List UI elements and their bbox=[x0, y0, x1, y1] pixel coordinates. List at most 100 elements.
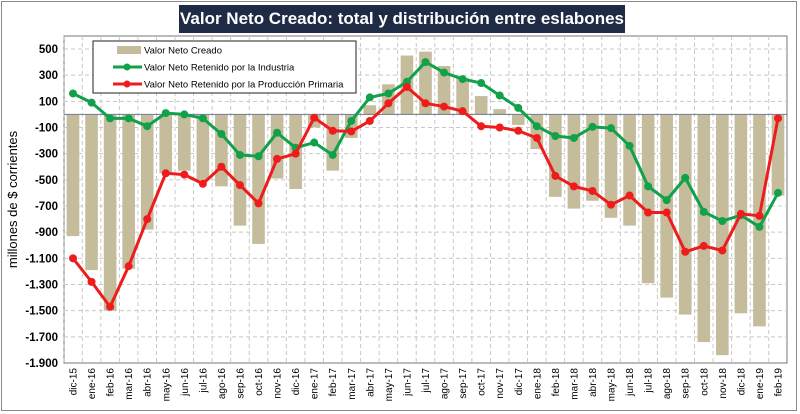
point-produccion-primaria bbox=[69, 254, 77, 263]
point-industria bbox=[254, 152, 263, 161]
point-industria bbox=[662, 196, 671, 205]
point-produccion-primaria bbox=[217, 162, 226, 171]
point-produccion-primaria bbox=[273, 154, 282, 163]
point-industria bbox=[384, 89, 393, 98]
point-industria bbox=[87, 98, 96, 107]
bar-valor-neto-creado bbox=[215, 114, 228, 187]
point-industria bbox=[569, 133, 578, 142]
point-industria bbox=[69, 89, 77, 98]
bar-valor-neto-creado bbox=[641, 114, 655, 284]
point-produccion-primaria bbox=[477, 122, 486, 131]
x-tick-label: jul-17 bbox=[421, 368, 432, 394]
y-axis-label: millones de $ corrientes bbox=[5, 130, 20, 268]
point-industria bbox=[755, 222, 764, 231]
point-produccion-primaria bbox=[180, 170, 189, 179]
y-tick-label: -100 bbox=[35, 123, 58, 135]
x-tick-label: oct-18 bbox=[699, 368, 710, 396]
y-tick-label: -1.100 bbox=[25, 253, 58, 265]
point-produccion-primaria bbox=[458, 107, 467, 116]
point-produccion-primaria bbox=[106, 302, 115, 311]
point-produccion-primaria bbox=[607, 200, 616, 209]
point-industria bbox=[440, 68, 449, 77]
point-industria bbox=[458, 75, 467, 84]
bar-valor-neto-creado bbox=[178, 114, 191, 171]
point-produccion-primaria bbox=[384, 99, 393, 108]
point-produccion-primaria bbox=[644, 208, 653, 217]
bar-valor-neto-creado bbox=[474, 96, 488, 115]
legend-swatch-marker bbox=[123, 63, 131, 71]
bar-valor-neto-creado bbox=[122, 114, 135, 269]
point-industria bbox=[607, 124, 616, 133]
point-industria bbox=[124, 114, 133, 123]
bar-valor-neto-creado bbox=[549, 114, 562, 197]
bar-valor-neto-creado bbox=[771, 114, 785, 196]
x-tick-label: jul-18 bbox=[644, 368, 655, 394]
point-industria bbox=[310, 138, 319, 147]
y-tick-label: -700 bbox=[35, 201, 58, 213]
x-tick-label: dic-17 bbox=[514, 368, 525, 396]
bar-valor-neto-creado bbox=[437, 66, 451, 115]
bar-valor-neto-creado bbox=[660, 114, 673, 298]
bar-valor-neto-creado bbox=[196, 114, 210, 180]
point-industria bbox=[699, 207, 708, 216]
y-tick-label: -1.900 bbox=[25, 358, 58, 370]
x-tick-label: mar-18 bbox=[569, 368, 580, 400]
point-industria bbox=[625, 141, 634, 150]
bar-valor-neto-creado bbox=[159, 114, 173, 174]
point-produccion-primaria bbox=[681, 247, 690, 256]
point-industria bbox=[588, 122, 597, 131]
point-produccion-primaria bbox=[402, 82, 411, 91]
x-tick-label: ene-18 bbox=[532, 368, 543, 400]
bar-valor-neto-creado bbox=[623, 114, 636, 226]
x-tick-label: dic-15 bbox=[69, 368, 80, 396]
point-industria bbox=[347, 116, 356, 125]
legend-label: Valor Neto Retenido por la Industria bbox=[144, 63, 295, 74]
x-tick-label: nov-17 bbox=[495, 368, 506, 399]
x-tick-label: ago-18 bbox=[662, 368, 673, 400]
bar-valor-neto-creado bbox=[66, 114, 80, 237]
y-tick-label: -300 bbox=[35, 149, 58, 161]
legend-label: Valor Neto Retenido por la Producción Pr… bbox=[144, 80, 344, 91]
x-tick-label: jun-17 bbox=[402, 368, 413, 397]
point-produccion-primaria bbox=[235, 181, 244, 190]
point-industria bbox=[421, 58, 430, 67]
y-tick-label: -500 bbox=[35, 175, 58, 187]
point-produccion-primaria bbox=[365, 116, 374, 125]
point-industria bbox=[235, 150, 244, 159]
bar-valor-neto-creado bbox=[456, 77, 469, 115]
x-tick-label: may-17 bbox=[384, 368, 395, 402]
x-tick-label: abr-16 bbox=[143, 368, 154, 397]
y-tick-label: -1.300 bbox=[25, 280, 58, 292]
bar-valor-neto-creado bbox=[85, 114, 98, 271]
point-industria bbox=[477, 79, 486, 88]
x-tick-label: jun-18 bbox=[625, 368, 636, 397]
point-produccion-primaria bbox=[291, 149, 300, 158]
x-tick-label: ene-19 bbox=[755, 368, 766, 400]
bar-valor-neto-creado bbox=[697, 114, 711, 343]
point-produccion-primaria bbox=[495, 123, 504, 132]
x-tick-label: dic-16 bbox=[291, 368, 302, 396]
point-industria bbox=[198, 114, 207, 123]
point-industria bbox=[532, 122, 541, 131]
point-produccion-primaria bbox=[532, 133, 541, 142]
bar-valor-neto-creado bbox=[103, 114, 117, 311]
point-industria bbox=[644, 182, 653, 191]
point-produccion-primaria bbox=[718, 246, 727, 255]
x-tick-label: ago-17 bbox=[440, 368, 451, 400]
chart-title: Valor Neto Creado: total y distribución … bbox=[179, 5, 625, 33]
bar-valor-neto-creado bbox=[678, 114, 692, 315]
point-industria bbox=[495, 91, 504, 100]
point-produccion-primaria bbox=[198, 179, 207, 188]
point-produccion-primaria bbox=[347, 127, 356, 136]
point-industria bbox=[273, 128, 282, 137]
point-industria bbox=[180, 110, 189, 119]
point-produccion-primaria bbox=[143, 215, 152, 224]
x-tick-label: mar-16 bbox=[124, 368, 135, 400]
x-tick-label: dic-18 bbox=[736, 368, 747, 396]
x-tick-label: sep-17 bbox=[458, 368, 469, 399]
legend-label: Valor Neto Creado bbox=[144, 46, 222, 57]
x-tick-label: ago-16 bbox=[217, 368, 228, 400]
point-produccion-primaria bbox=[774, 114, 782, 123]
point-produccion-primaria bbox=[328, 126, 337, 135]
x-tick-label: ene-16 bbox=[87, 368, 98, 400]
